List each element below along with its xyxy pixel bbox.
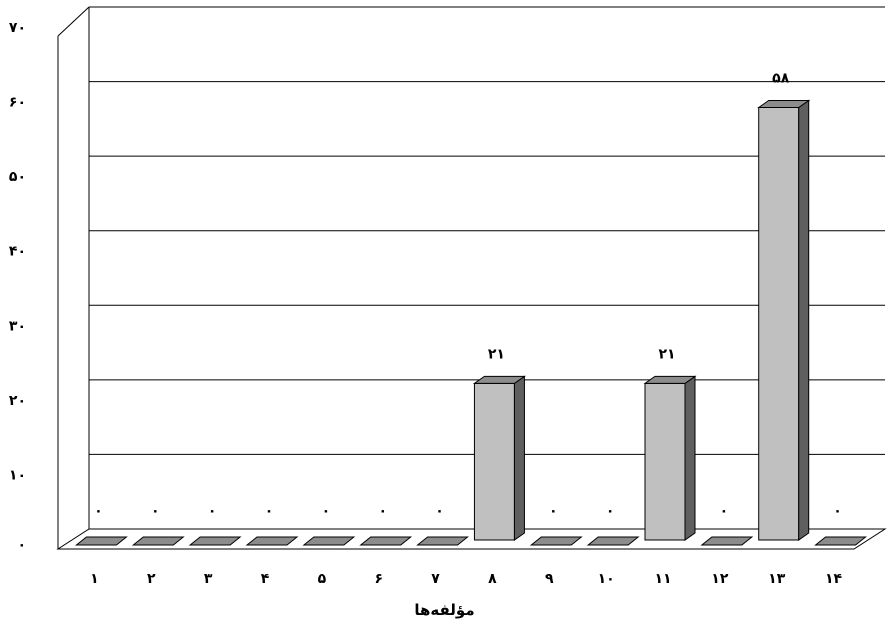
x-tick-label: ۲ [147,571,156,587]
bar-side [684,375,696,541]
bar-flat [814,536,867,546]
bar-11 [643,375,697,541]
data-label: ۰ [720,503,729,519]
x-tick-label: ۶ [374,571,383,587]
x-tick-label: ۱۴ [825,571,843,587]
chart-floor [56,528,887,550]
y-tick-label: ۴۰ [9,244,26,260]
bar-front [644,382,686,541]
bar-front [758,106,800,541]
data-label: ۰ [549,503,558,519]
bar-flat [700,536,754,546]
x-axis-title: مؤلفه‌ها [414,601,475,619]
bar-top [643,375,697,384]
labels-layer: ۰۱۰۲۰۳۰۴۰۵۰۶۰۷۰۰۱۰۲۰۳۰۴۰۵۰۶۰۷۲۱۸۰۹۰۱۰۲۱۱… [9,20,843,587]
x-tick-label: ۹ [545,571,554,587]
bar-5 [302,536,356,546]
bar-top [757,99,811,108]
data-label: ۰ [435,503,444,519]
x-tick-label: ۱۲ [711,571,729,587]
bar-13 [757,99,811,541]
bar-flat [529,536,583,546]
bar-10 [586,536,640,546]
bar-1 [75,536,128,546]
bar-8 [472,375,527,541]
bar-flat [75,536,128,546]
bar-flat [188,536,242,546]
data-label: ۰ [606,503,615,519]
bar-7 [416,536,469,546]
y-tick-label: ۵۰ [9,169,26,185]
x-tick-label: ۱۰ [598,571,615,587]
bar-flat [245,536,299,546]
x-tick-label: ۱۳ [768,571,786,587]
y-tick-label: ۱۰ [9,467,26,483]
data-label: ۰ [151,503,160,519]
data-label: ۰ [208,503,217,519]
bar-6 [359,536,413,546]
y-tick-label: ۷۰ [9,20,26,36]
bar-2 [131,536,185,546]
bar-top [472,375,527,384]
bar-flat [416,536,469,546]
data-label: ۰ [94,503,103,519]
bar-3 [188,536,242,546]
data-label: ۲۱ [658,346,675,362]
bar-side [798,99,810,541]
y-tick-label: ۶۰ [9,95,26,111]
bar-4 [245,536,299,546]
x-tick-label: ۱۱ [654,571,671,587]
data-label: ۵۸ [772,70,790,86]
bar-9 [529,536,583,546]
y-tick-label: ۳۰ [9,318,26,334]
bar-flat [586,536,640,546]
x-tick-label: ۳ [204,571,213,587]
x-tick-label: ۸ [488,571,497,587]
bar-flat [131,536,185,546]
x-tick-label: ۵ [318,571,327,587]
bar-flat [302,536,356,546]
data-label: ۰ [265,503,274,519]
bar-flat [359,536,413,546]
bar-12 [700,536,754,546]
x-tick-label: ۱ [90,571,99,587]
bar-front [473,382,515,541]
y-tick-label: ۰ [17,537,26,553]
bars-layer [75,99,867,546]
grid-layer [56,6,887,550]
x-tick-label: ۴ [261,571,270,587]
data-label: ۲۱ [488,346,505,362]
data-label: ۰ [322,503,331,519]
x-tick-label: ۷ [431,571,440,587]
left-wall-top-edge [57,6,90,37]
data-label: ۰ [378,503,387,519]
data-label: ۰ [833,503,842,519]
y-tick-label: ۲۰ [9,393,26,409]
bar-14 [814,536,867,546]
bar-side [513,375,525,541]
